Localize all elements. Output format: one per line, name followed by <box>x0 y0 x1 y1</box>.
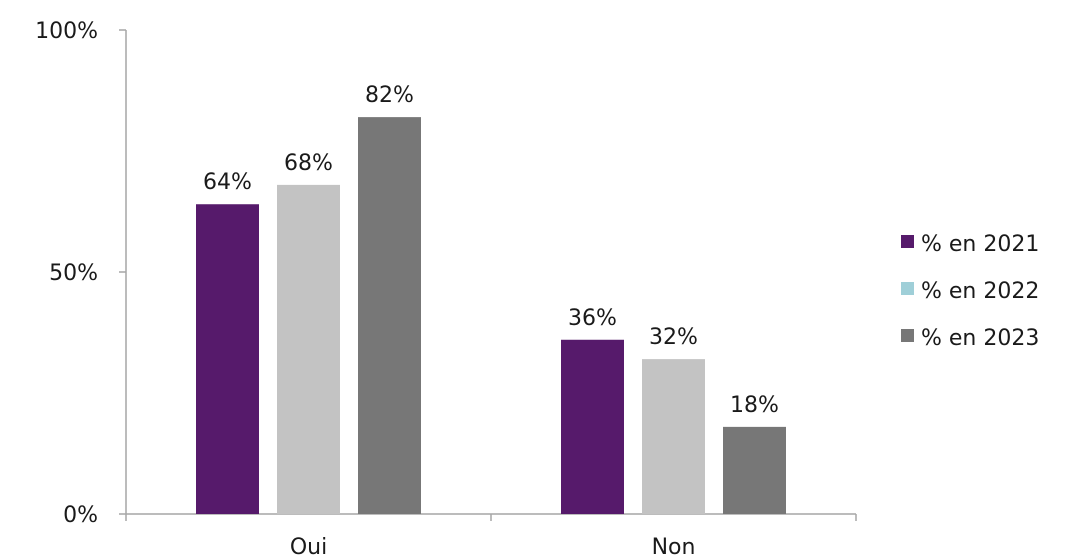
y-tick-label: 0% <box>63 503 98 528</box>
bar-non-1 <box>642 359 705 514</box>
chart-data-labels: 64% 68% 82% 36% 32% 18% <box>203 83 779 418</box>
legend-swatch <box>901 329 914 342</box>
bar-data-label: 18% <box>730 393 779 418</box>
bar-data-label: 82% <box>365 83 414 108</box>
y-tick-label: 50% <box>49 261 98 286</box>
bar-oui-2 <box>358 117 421 515</box>
chart-legend: % en 2021 % en 2022 % en 2023 <box>901 232 1039 351</box>
bar-non-2 <box>723 426 786 514</box>
bar-oui-1 <box>277 184 340 514</box>
bar-data-label: 68% <box>284 151 333 176</box>
legend-label: % en 2021 <box>921 232 1039 257</box>
x-category-label: Oui <box>290 535 327 560</box>
bar-oui-0 <box>196 204 259 515</box>
bar-data-label: 64% <box>203 170 252 195</box>
legend-label: % en 2022 <box>921 279 1039 304</box>
legend-label: % en 2023 <box>921 326 1039 351</box>
bar-data-label: 36% <box>568 306 617 331</box>
y-tick-label: 100% <box>35 19 98 44</box>
legend-swatch <box>901 282 914 295</box>
legend-swatch <box>901 235 914 248</box>
bar-data-label: 32% <box>649 325 698 350</box>
bar-non-0 <box>561 339 624 514</box>
chart-axes: 0% 50% 100% Oui Non <box>35 19 857 560</box>
x-category-label: Non <box>652 535 696 560</box>
chart-bars <box>196 117 786 515</box>
